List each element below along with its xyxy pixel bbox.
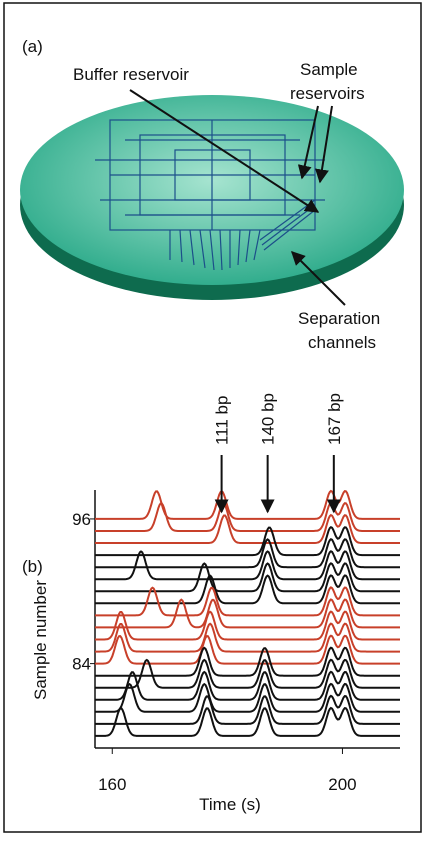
annotation: reservoirs (290, 84, 365, 103)
annotation: channels (308, 333, 376, 352)
panel-label: (b) (22, 557, 43, 576)
trace (95, 489, 400, 520)
x-axis-label: Time (s) (199, 795, 261, 814)
trace (95, 598, 400, 629)
trace (95, 586, 400, 617)
chip-illustration (20, 95, 404, 300)
annotation: Buffer reservoir (73, 65, 189, 84)
trace (95, 513, 400, 544)
trace (95, 550, 400, 581)
trace (95, 646, 400, 677)
annotation: Sample (300, 60, 358, 79)
arrow (315, 105, 333, 184)
trace (95, 634, 400, 665)
x-tick-label: 160 (98, 775, 126, 794)
frame (3, 2, 422, 833)
panel-label: (a) (22, 37, 43, 56)
trace (95, 526, 400, 557)
trace (95, 658, 400, 689)
trace (95, 694, 400, 725)
arrow (291, 251, 346, 306)
x-tick-label: 200 (328, 775, 356, 794)
trace (95, 562, 400, 593)
trace (95, 501, 400, 532)
y-tick-label: 96 (72, 510, 91, 529)
trace (95, 622, 400, 653)
annotation: Separation (298, 309, 380, 328)
annotation: 140 bp (259, 393, 278, 445)
trace (95, 537, 400, 569)
annotation: 167 bp (325, 393, 344, 445)
arrow (297, 105, 319, 180)
y-axis-label: Sample number (31, 580, 50, 700)
trace (95, 682, 400, 713)
y-tick-label: 84 (72, 655, 91, 674)
annotation: 111 bp (213, 396, 232, 445)
trace (95, 670, 400, 701)
trace (95, 706, 400, 737)
trace (95, 610, 400, 641)
arrow (129, 89, 320, 213)
